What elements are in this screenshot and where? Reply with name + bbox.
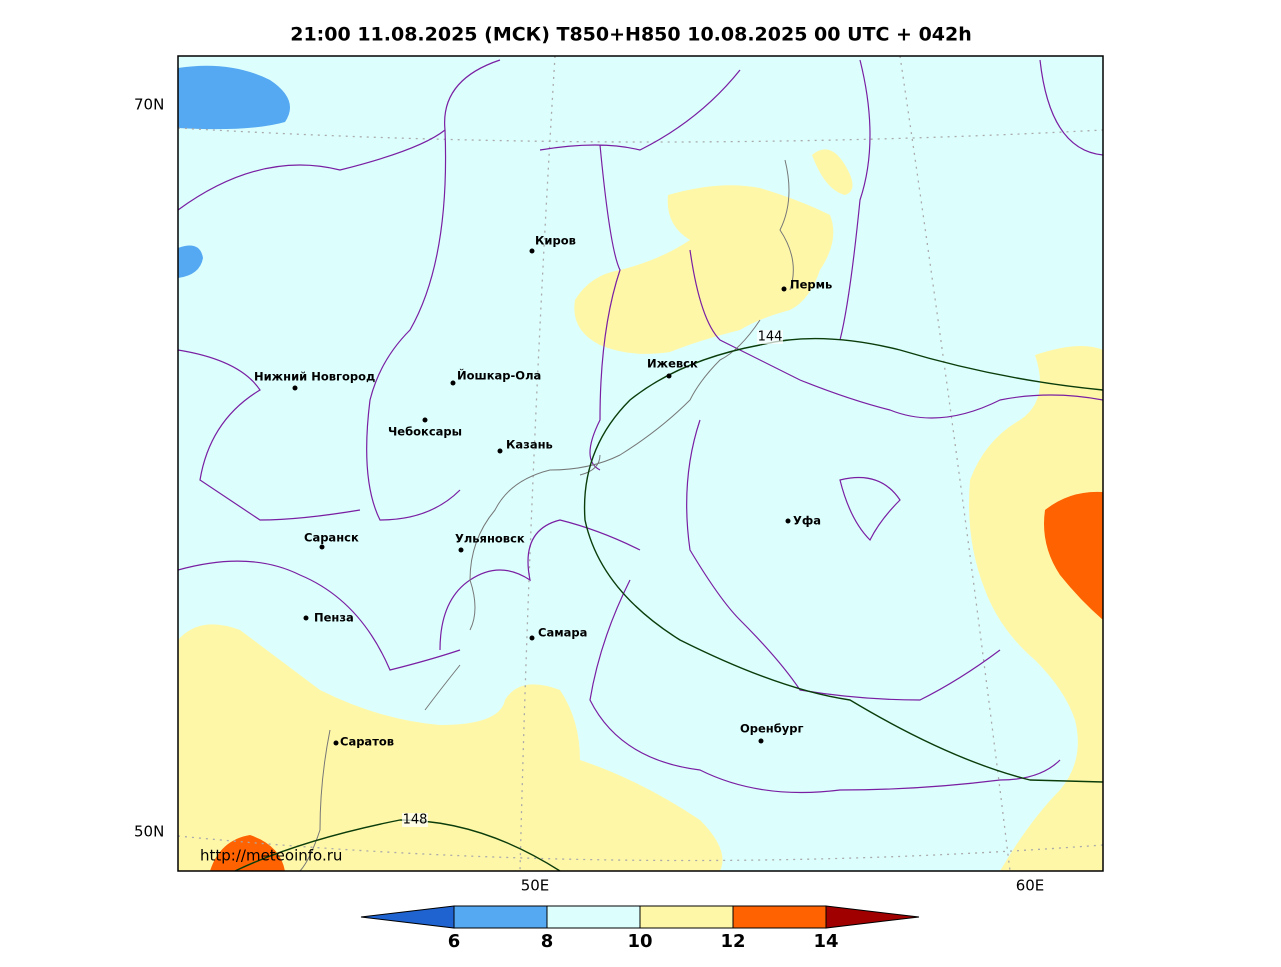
city-label: Пенза [314, 611, 354, 625]
cold-area [178, 65, 290, 130]
contour-label-bg [757, 330, 783, 344]
graticule [178, 56, 1103, 871]
hot-area [1044, 491, 1103, 620]
city-dot [450, 380, 456, 386]
city-label: Чебоксары [388, 425, 462, 439]
city-label: Йошкар-Ола [457, 368, 541, 383]
city-dot [781, 286, 787, 292]
city-dot [422, 417, 428, 423]
city-label: Саратов [340, 735, 394, 749]
colorbar-segment [453, 905, 548, 929]
lat-label: 70N [134, 96, 164, 114]
title: 21:00 11.08.2025 (МСК) T850+H850 10.08.2… [290, 24, 972, 46]
colorbar-extend-low [360, 905, 455, 929]
colorbar-tick-label: 6 [448, 931, 461, 952]
city-dot [529, 248, 535, 254]
city-label: Ижевск [647, 357, 698, 371]
lat-label: 50N [134, 823, 164, 841]
city-dot [529, 635, 535, 641]
city-label: Уфа [793, 514, 821, 528]
lon-label: 60E [1016, 877, 1045, 895]
warm-area [969, 346, 1103, 871]
city-label: Казань [506, 438, 553, 452]
contour-label: 144 [758, 330, 783, 345]
city-dot [319, 544, 325, 550]
city-dot [303, 615, 309, 621]
contour-label-bg [402, 813, 428, 827]
map-area: http://meteoinfo.ru [178, 56, 1103, 871]
city-dot [785, 518, 791, 524]
warm-area [178, 624, 723, 871]
city-dot [292, 385, 298, 391]
warm-area [574, 185, 834, 354]
region-borders [178, 59, 1103, 794]
hot-area [210, 835, 285, 871]
map-frame [177, 55, 1104, 872]
city-label: Самара [538, 626, 587, 640]
cold-area [178, 245, 203, 278]
city-label: Киров [535, 234, 576, 248]
rivers [299, 159, 794, 871]
city-dot [497, 448, 503, 454]
contour-label: 148 [403, 813, 428, 828]
watermark: http://meteoinfo.ru [200, 847, 342, 865]
city-dot [458, 547, 464, 553]
city-label: Оренбург [740, 722, 804, 736]
warm-area [812, 149, 853, 195]
city-dot [666, 373, 672, 379]
colorbar-segment [732, 905, 827, 929]
colorbar-segment [546, 905, 641, 929]
city-dot [758, 738, 764, 744]
isohypses [234, 337, 1103, 871]
colorbar-segment [639, 905, 734, 929]
colorbar-tick-label: 8 [541, 931, 554, 952]
city-label: Нижний Новгород [254, 370, 375, 384]
colorbar-tick-label: 12 [720, 931, 745, 952]
colorbar-tick-label: 10 [627, 931, 652, 952]
city-label: Ульяновск [455, 532, 525, 546]
city-label: Пермь [790, 278, 832, 292]
city-dot [333, 740, 339, 746]
colorbar-extend-high [825, 905, 920, 929]
colorbar-tick-label: 14 [813, 931, 838, 952]
city-label: Саранск [304, 531, 359, 545]
lon-label: 50E [521, 877, 550, 895]
